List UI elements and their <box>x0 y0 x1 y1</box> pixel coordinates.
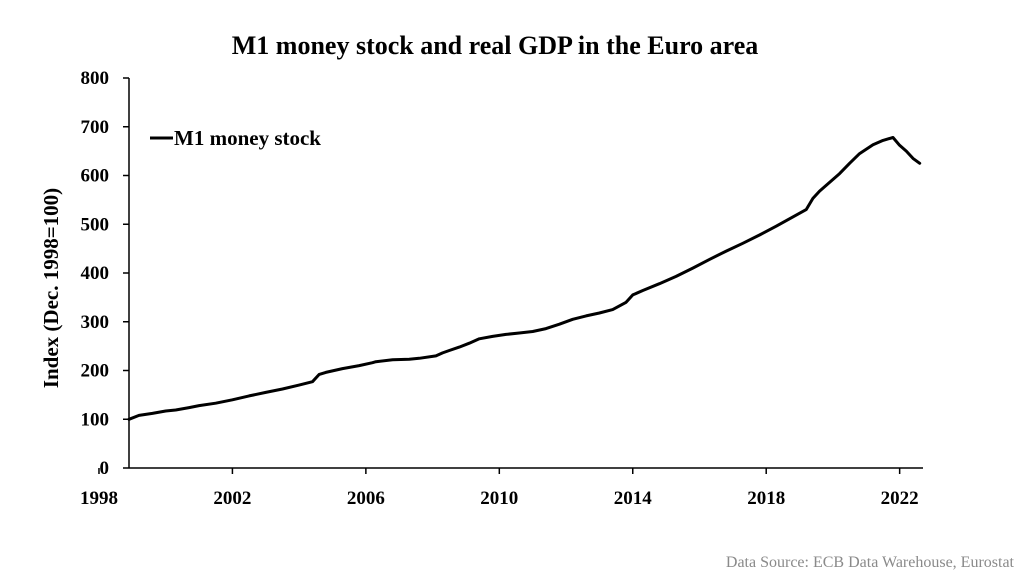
y-tick-label: 200 <box>81 361 110 382</box>
series-line-m1-money-stock <box>127 136 922 421</box>
y-ticks: 0 100 200 300 400 500 600 700 800 <box>81 68 129 479</box>
x-tick-label: 2014 <box>614 488 653 509</box>
x-ticks: 1998 2002 2006 2010 2014 2018 2022 <box>80 468 919 509</box>
x-tick-label: 2006 <box>347 488 385 509</box>
y-tick-label: 700 <box>81 117 110 138</box>
x-tick-label: 2018 <box>747 488 785 509</box>
y-tick-label: 400 <box>81 263 110 284</box>
y-tick-label: 300 <box>81 312 110 333</box>
legend-label: M1 money stock <box>174 126 321 150</box>
data-source: Data Source: ECB Data Warehouse, Eurosta… <box>726 554 1015 571</box>
series-layer <box>127 136 922 421</box>
legend: M1 money stock <box>150 126 321 150</box>
y-tick-label: 800 <box>81 68 110 89</box>
x-tick-label: 2002 <box>213 488 251 509</box>
y-axis-title: Index (Dec. 1998=100) <box>39 188 63 388</box>
chart-title: M1 money stock and real GDP in the Euro … <box>232 31 759 60</box>
y-tick-label: 500 <box>81 214 110 235</box>
x-tick-label: 1998 <box>80 488 118 509</box>
y-tick-label: 0 <box>100 458 110 479</box>
x-tick-label: 2010 <box>480 488 518 509</box>
x-tick-label: 2022 <box>881 488 919 509</box>
y-tick-label: 100 <box>81 409 110 430</box>
y-axis-title-group: Index (Dec. 1998=100) <box>39 188 63 388</box>
y-tick-label: 600 <box>81 166 110 187</box>
